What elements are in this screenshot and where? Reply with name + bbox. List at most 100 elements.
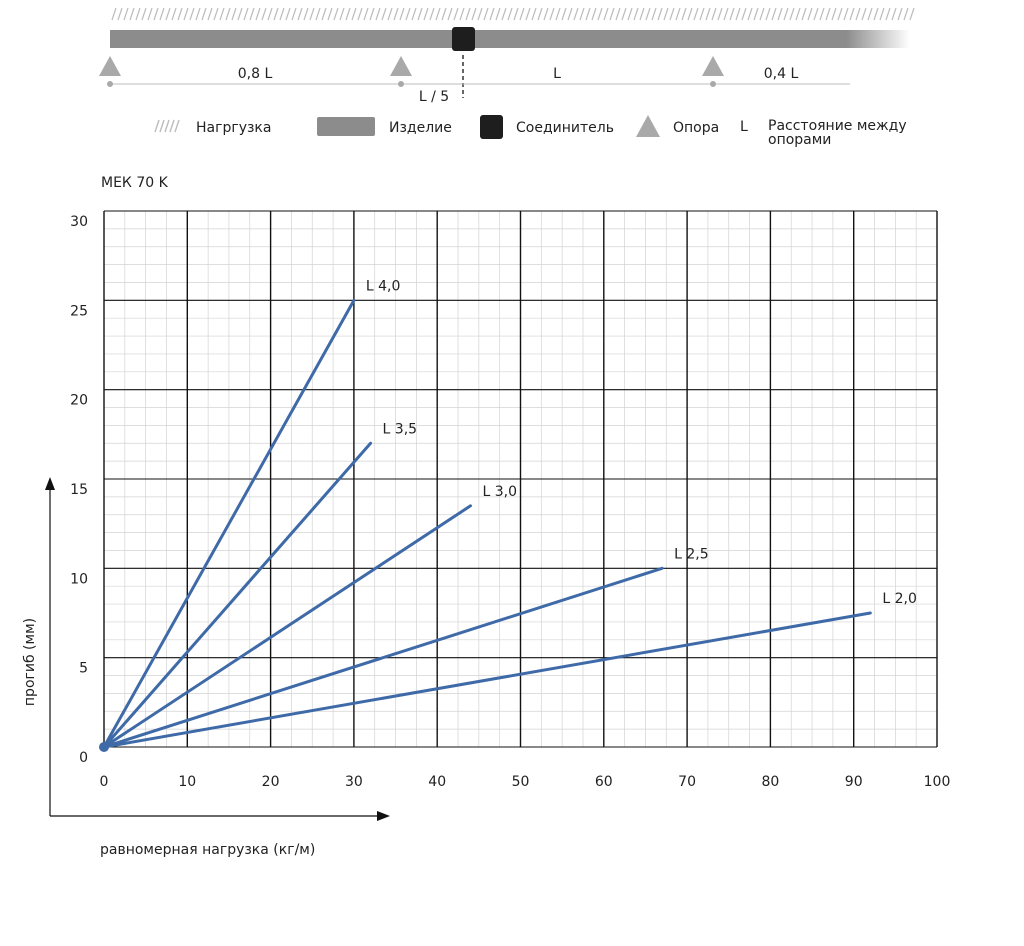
load-hatch-mark [783, 7, 789, 21]
load-hatch-mark [225, 7, 231, 21]
load-hatch-mark [867, 7, 873, 21]
load-hatch-mark [897, 7, 903, 21]
load-hatch-mark [291, 7, 297, 21]
load-hatch-mark [249, 7, 255, 21]
load-hatch-mark [387, 7, 393, 21]
deflection-chart: МЕК 70 K 0 10 20 30 40 50 60 70 80 90 100 0 5 10 15 20 2… [22, 175, 950, 858]
load-hatch-mark [567, 7, 573, 21]
series-lines [99, 298, 872, 752]
x-tick-label: 100 [924, 774, 951, 790]
x-tick-label: 20 [262, 774, 280, 790]
load-hatch-mark [633, 7, 639, 21]
load-hatch-mark [321, 7, 327, 21]
legend-item-product: Изделие [317, 117, 452, 136]
y-tick-label: 10 [70, 571, 88, 587]
load-hatch-mark [789, 7, 795, 21]
load-hatch-icon [154, 119, 180, 133]
load-hatch-mark [267, 7, 273, 21]
load-hatch-mark [135, 7, 141, 21]
load-hatch-mark [525, 7, 531, 21]
series-label: L 4,0 [366, 278, 401, 294]
load-hatch-mark [231, 7, 237, 21]
load-hatch-mark [837, 7, 843, 21]
support-point [398, 81, 404, 87]
load-hatch-mark [579, 7, 585, 21]
load-hatch-mark [159, 7, 165, 21]
load-hatch-mark [753, 7, 759, 21]
load-hatch-mark [555, 7, 561, 21]
y-axis-arrow [45, 477, 55, 816]
load-hatch-mark [315, 7, 321, 21]
load-hatch-mark [513, 7, 519, 21]
load-hatch-mark [309, 7, 315, 21]
series-line [102, 611, 872, 749]
support-1 [99, 56, 121, 87]
distance-label-line2: опорами [768, 132, 831, 148]
load-hatch-mark [543, 7, 549, 21]
load-hatch-mark [669, 7, 675, 21]
load-hatch-mark [777, 7, 783, 21]
load-hatch-mark [375, 7, 381, 21]
x-tick-label: 60 [595, 774, 613, 790]
legend-item-load: Нагргузка [154, 119, 271, 136]
x-axis-label: равномерная нагрузка (кг/м) [100, 842, 315, 858]
load-hatch-mark [345, 7, 351, 21]
load-hatch-mark [801, 7, 807, 21]
load-hatch-mark [699, 7, 705, 21]
load-hatch-mark [279, 7, 285, 21]
load-hatch-mark [687, 7, 693, 21]
load-hatch-mark [561, 7, 567, 21]
load-hatch-mark [393, 7, 399, 21]
load-hatch-mark [147, 7, 153, 21]
load-hatch-mark [201, 7, 207, 21]
connector-offset-label: L / 5 [419, 89, 449, 105]
load-hatch-mark [465, 7, 471, 21]
span-label-1: 0,8 L [238, 66, 273, 82]
load-hatch-mark [873, 7, 879, 21]
beam-schematic: 0,8 L L 0,4 L L / 5 [99, 7, 915, 105]
distance-symbol: L [740, 119, 748, 135]
y-tick-label: 30 [70, 214, 88, 230]
load-hatch-mark [333, 7, 339, 21]
legend-label: Изделие [389, 120, 452, 136]
load-hatch-mark [501, 7, 507, 21]
load-hatch-mark [675, 7, 681, 21]
series-line [102, 441, 373, 749]
load-hatch-mark [741, 7, 747, 21]
load-hatch-mark [597, 7, 603, 21]
load-hatch-mark [609, 7, 615, 21]
load-hatch-mark [507, 7, 513, 21]
legend-label: Нагргузка [196, 120, 271, 136]
load-hatch-mark [693, 7, 699, 21]
load-hatch-mark [891, 7, 897, 21]
span-label-2: L [553, 66, 561, 82]
load-hatch-mark [177, 7, 183, 21]
load-hatch-mark [729, 7, 735, 21]
load-hatch-mark [399, 7, 405, 21]
load-hatch-mark [537, 7, 543, 21]
load-hatch-mark [807, 7, 813, 21]
load-hatch-mark [723, 7, 729, 21]
support-triangle-icon [636, 115, 660, 137]
load-hatch-mark [369, 7, 375, 21]
major-grid [103, 210, 938, 748]
load-hatch-mark [663, 7, 669, 21]
load-hatch-mark [489, 7, 495, 21]
load-hatch-mark [735, 7, 741, 21]
load-hatch-mark [297, 7, 303, 21]
load-hatch-mark [411, 7, 417, 21]
load-hatch-mark [903, 7, 909, 21]
x-axis-arrowhead [377, 811, 390, 821]
y-tick-label: 15 [70, 482, 88, 498]
load-hatch-mark [705, 7, 711, 21]
product-bar [110, 30, 910, 48]
load-hatch-mark [164, 119, 170, 133]
load-hatch-mark [651, 7, 657, 21]
connector-square-icon [480, 115, 503, 139]
x-tick-label: 10 [178, 774, 196, 790]
legend-label: Опора [673, 120, 719, 136]
load-hatch-mark [849, 7, 855, 21]
load-hatch-mark [303, 7, 309, 21]
load-hatch-mark [153, 7, 159, 21]
